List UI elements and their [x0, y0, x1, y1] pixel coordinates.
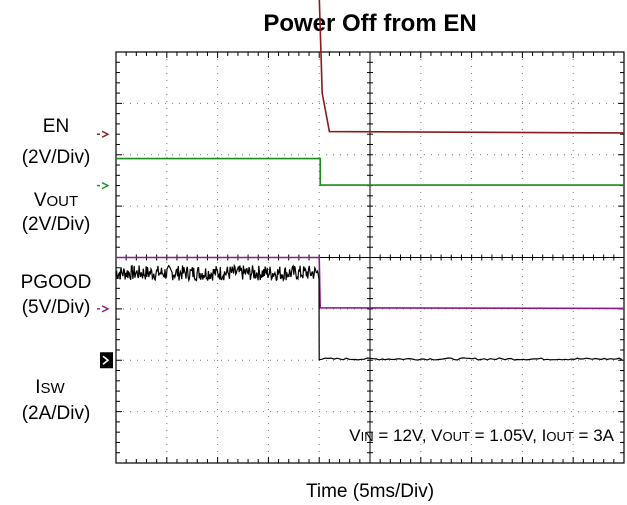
isw-label: ISW [35, 377, 65, 398]
chart-title: Power Off from EN [263, 10, 476, 37]
scope-traces [97, 0, 625, 369]
vout-label: VOUT [34, 190, 78, 211]
isw-trace [115, 263, 623, 361]
isw-ground-marker [100, 352, 113, 369]
vout-ground-marker [101, 181, 110, 190]
x-axis-label: Time (5ms/Div) [306, 481, 434, 502]
vout-trace [116, 157, 624, 186]
en-scale: (2V/Div) [22, 147, 91, 168]
en-ground-marker [101, 130, 110, 138]
isw-ground-marker-arrow [102, 355, 110, 365]
isw-scale: (2A/Div) [22, 403, 91, 424]
pgood-scale: (5V/Div) [22, 297, 91, 318]
pgood-ground-marker [101, 305, 110, 313]
en-label: EN [43, 116, 69, 137]
en-trace [318, 0, 625, 134]
vout-scale: (2V/Div) [22, 214, 91, 235]
pgood-trace [116, 256, 625, 310]
conditions-annotation: VIN = 12V, VOUT = 1.05V, IOUT = 3A [349, 426, 614, 445]
pgood-label: PGOOD [21, 272, 92, 293]
